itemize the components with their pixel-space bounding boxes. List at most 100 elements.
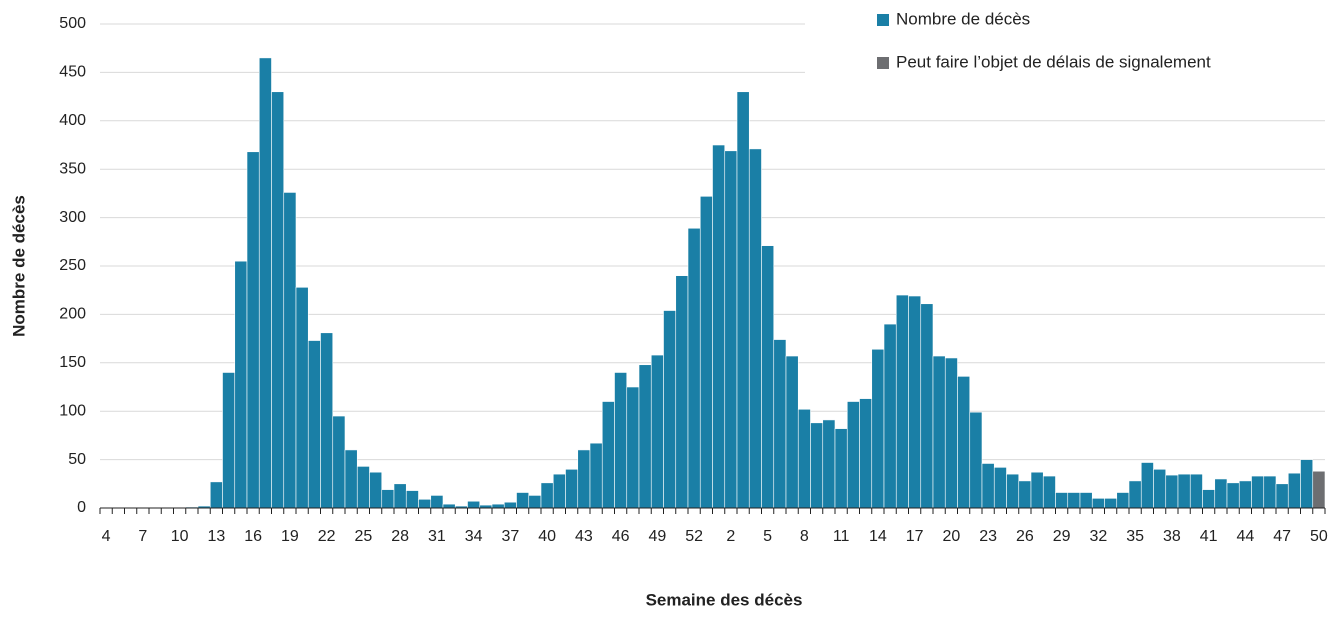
bar [1177,473,1191,509]
bar [920,303,934,509]
bar [271,91,285,509]
bar [859,398,873,509]
bar [1214,478,1228,509]
bar [1104,498,1118,509]
x-tick-label: 50 [1310,528,1328,545]
bar [430,495,444,509]
bar [1153,468,1167,509]
bar [344,449,358,509]
bar [626,386,640,509]
x-tick-label: 40 [538,528,556,545]
bar [663,310,677,509]
bar [1042,475,1056,509]
bar [761,245,775,509]
y-tick-label: 0 [77,499,86,516]
bar [932,355,946,509]
bar [797,408,811,509]
bar [1312,470,1326,509]
bar [442,503,456,509]
bar [1055,492,1069,509]
bar [577,449,591,509]
x-tick-label: 38 [1163,528,1181,545]
legend-label: Nombre de décès [896,9,1030,28]
bar [773,339,787,509]
x-tick-label: 32 [1089,528,1107,545]
y-tick-label: 450 [59,64,86,81]
x-tick-label: 49 [648,528,666,545]
bar [993,467,1007,509]
x-tick-label: 23 [979,528,997,545]
bar [736,91,750,509]
bar [1079,492,1093,509]
legend-background [805,0,1343,86]
bar [908,295,922,509]
y-tick-label: 100 [59,402,86,419]
bar [687,227,701,509]
x-tick-label: 29 [1053,528,1071,545]
x-tick-label: 19 [281,528,299,545]
x-tick-label: 31 [428,528,446,545]
bar [332,415,346,509]
bar [785,355,799,509]
bar [810,422,824,509]
bar [1300,459,1314,509]
x-tick-label: 52 [685,528,703,545]
x-tick-label: 37 [501,528,519,545]
bar [834,428,848,509]
bar [1275,483,1289,509]
bar [369,471,383,509]
bar [981,463,995,509]
x-tick-label: 7 [138,528,147,545]
bar [712,144,726,509]
bar [944,357,958,509]
x-tick-label: 22 [318,528,336,545]
y-tick-label: 400 [59,112,86,129]
bar [1067,492,1081,509]
bar [381,489,395,509]
bar [552,473,566,509]
legend-swatch [877,57,889,69]
bar [356,466,370,509]
bar [1189,473,1203,509]
legend-swatch [877,14,889,26]
x-tick-label: 47 [1273,528,1291,545]
bar [638,364,652,509]
x-tick-label: 26 [1016,528,1034,545]
bar [601,401,615,509]
bar [1165,474,1179,509]
x-tick-label: 16 [244,528,262,545]
bar [234,260,248,509]
bar [503,501,517,509]
bar [222,372,236,509]
bar [883,323,897,509]
bar [320,332,334,509]
bar [1091,498,1105,509]
bar [969,411,983,509]
bar [846,401,860,509]
x-axis-title: Semaine des décès [646,590,803,609]
y-tick-label: 200 [59,306,86,323]
bar [1128,480,1142,509]
bar [614,372,628,509]
bar [516,492,530,509]
bar [283,192,297,509]
x-tick-label: 20 [942,528,960,545]
x-tick-label: 2 [726,528,735,545]
bar [1238,480,1252,509]
x-tick-label: 13 [207,528,225,545]
x-tick-label: 17 [906,528,924,545]
y-axis-title: Nombre de décès [9,195,28,337]
y-tick-label: 50 [68,451,86,468]
bar [491,503,505,509]
x-tick-label: 25 [354,528,372,545]
bar [565,468,579,509]
x-tick-label: 14 [869,528,887,545]
x-tick-label: 4 [102,528,111,545]
bar [209,481,223,509]
bar [675,275,689,509]
legend-label: Peut faire l’objet de délais de signalem… [896,52,1211,71]
bar [405,490,419,509]
bar [1226,482,1240,509]
x-tick-label: 8 [800,528,809,545]
